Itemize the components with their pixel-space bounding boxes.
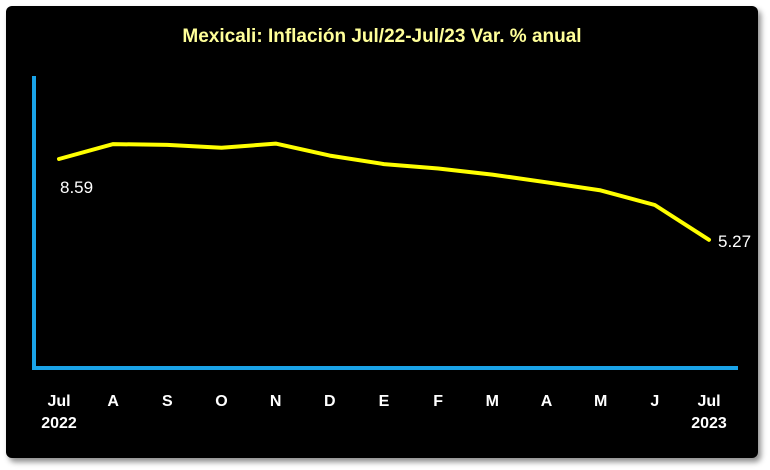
chart-frame: Mexicali: Inflación Jul/22-Jul/23 Var. %…: [6, 6, 758, 458]
data-labels: 8.59 5.27: [60, 178, 751, 251]
chart-title: Mexicali: Inflación Jul/22-Jul/23 Var. %…: [182, 26, 581, 47]
x-tick-label: A: [107, 393, 119, 410]
x-tick-label: O: [215, 393, 227, 410]
x-tick-label: S: [162, 393, 173, 410]
year-label-start: 2022: [41, 415, 77, 432]
x-tick-label: Jul: [697, 393, 720, 410]
x-tick-label: M: [486, 393, 499, 410]
series-line: [57, 141, 711, 242]
data-label: 5.27: [718, 232, 751, 251]
x-tick-label: J: [650, 393, 659, 410]
x-tick-label: N: [270, 393, 282, 410]
year-label-end: 2023: [691, 415, 727, 432]
x-tick-label: E: [379, 393, 390, 410]
x-tick-label: Jul: [47, 393, 70, 410]
x-tick-labels: Jul A S O N D E F M A M J Jul: [47, 393, 720, 410]
x-tick-label: M: [594, 393, 607, 410]
data-label: 8.59: [60, 178, 93, 197]
x-tick-label: A: [541, 393, 553, 410]
x-tick-label: D: [324, 393, 336, 410]
line-chart: Mexicali: Inflación Jul/22-Jul/23 Var. %…: [32, 26, 751, 432]
x-tick-label: F: [433, 393, 443, 410]
